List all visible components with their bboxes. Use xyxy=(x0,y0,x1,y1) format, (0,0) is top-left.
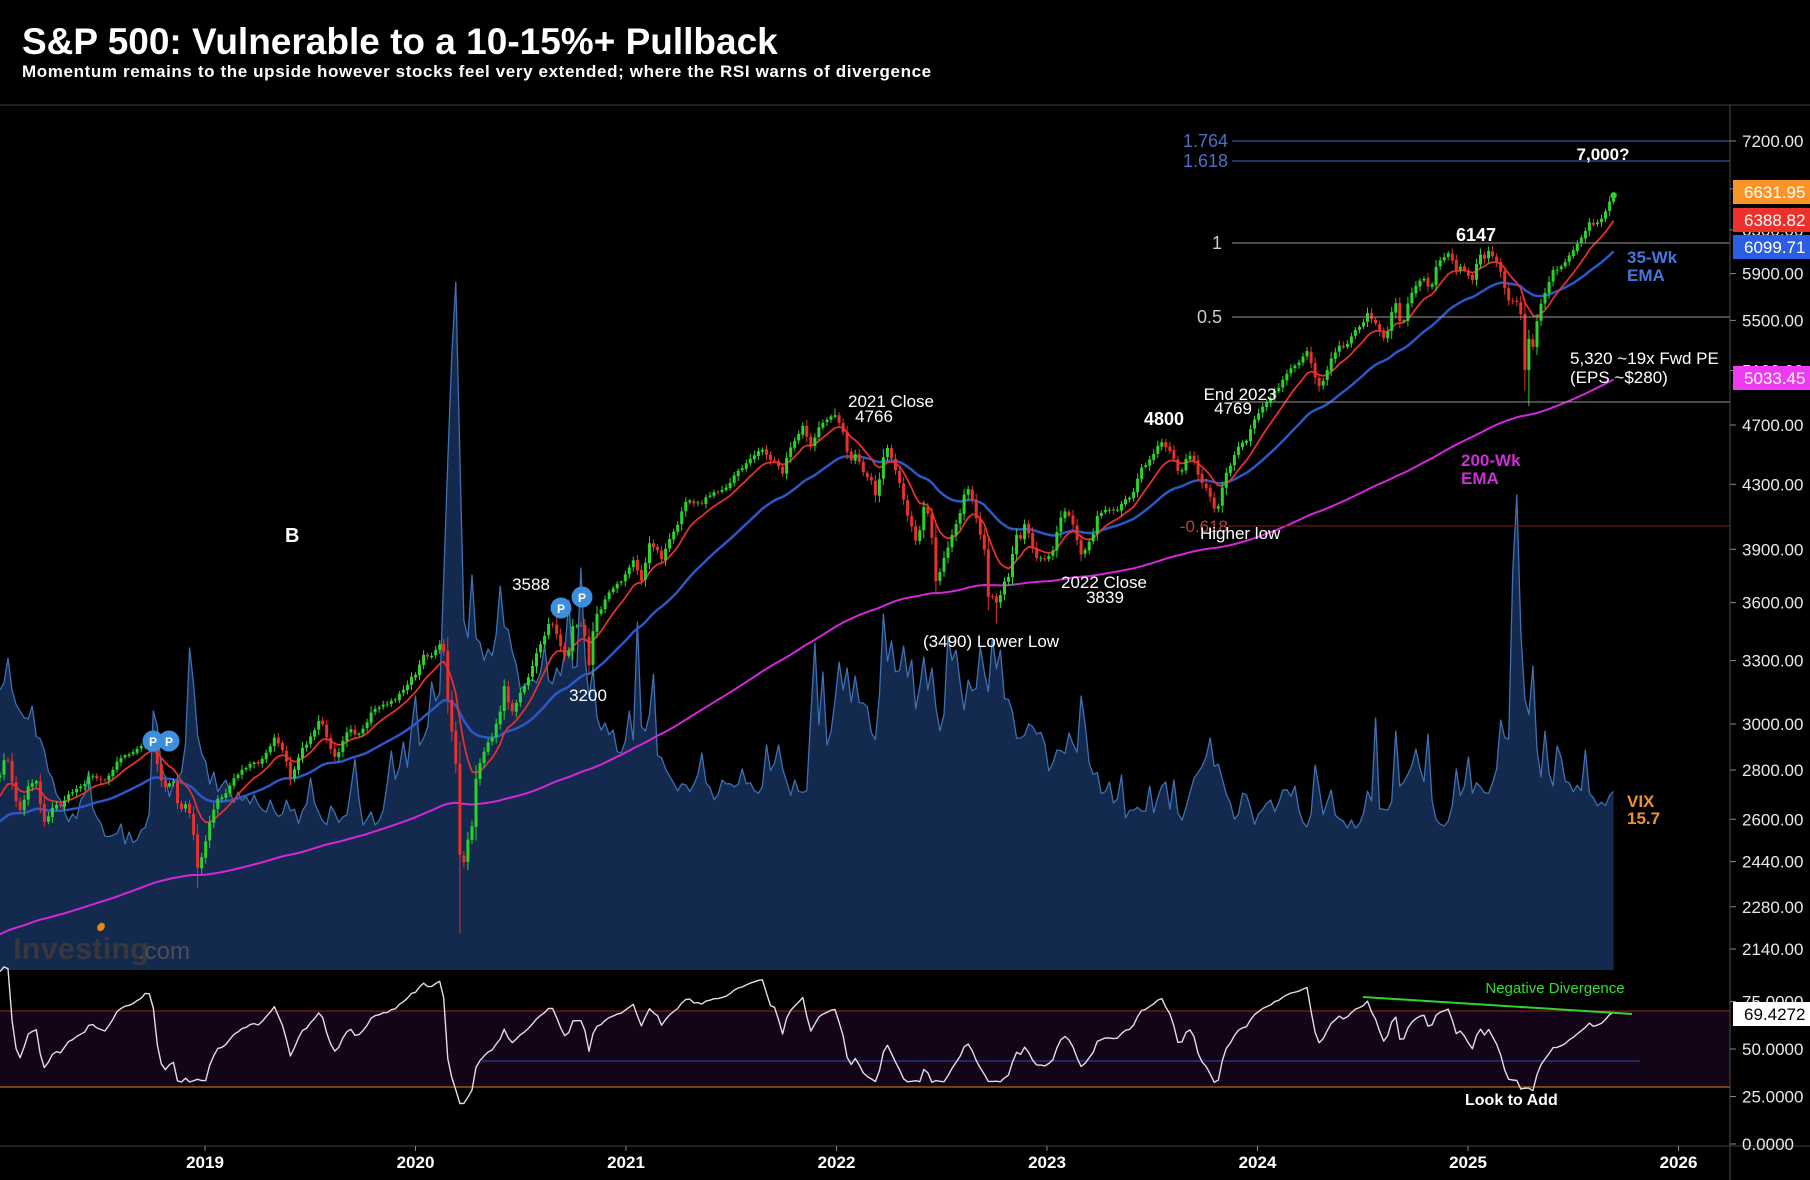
svg-text:0.5: 0.5 xyxy=(1197,307,1222,327)
svg-text:2021: 2021 xyxy=(607,1153,645,1172)
svg-text:2023: 2023 xyxy=(1028,1153,1066,1172)
svg-text:4700.00: 4700.00 xyxy=(1742,416,1803,435)
svg-text:(3490) Lower Low: (3490) Lower Low xyxy=(923,632,1060,651)
svg-text:2024: 2024 xyxy=(1239,1153,1277,1172)
svg-text:4800: 4800 xyxy=(1144,409,1184,429)
svg-text:50.0000: 50.0000 xyxy=(1742,1040,1803,1059)
svg-text:2021 Close: 2021 Close xyxy=(848,392,934,411)
svg-text:3839: 3839 xyxy=(1086,588,1124,607)
svg-text:3300.00: 3300.00 xyxy=(1742,652,1803,671)
svg-text:P: P xyxy=(149,735,157,749)
svg-text:S&P 500: Vulnerable to a 10-15: S&P 500: Vulnerable to a 10-15%+ Pullbac… xyxy=(22,21,778,62)
svg-text:2800.00: 2800.00 xyxy=(1742,761,1803,780)
svg-text:1: 1 xyxy=(1212,233,1222,253)
svg-text:4300.00: 4300.00 xyxy=(1742,475,1803,494)
svg-text:7,000?: 7,000? xyxy=(1577,145,1630,164)
svg-text:69.4272: 69.4272 xyxy=(1744,1005,1805,1024)
svg-text:2440.00: 2440.00 xyxy=(1742,853,1803,872)
svg-text:P: P xyxy=(165,735,173,749)
svg-text:EMA: EMA xyxy=(1627,266,1665,285)
svg-text:2020: 2020 xyxy=(397,1153,435,1172)
svg-text:6631.95: 6631.95 xyxy=(1744,183,1805,202)
svg-text:(EPS ~$280): (EPS ~$280) xyxy=(1570,368,1668,387)
svg-text:2022 Close: 2022 Close xyxy=(1061,573,1147,592)
svg-text:2280.00: 2280.00 xyxy=(1742,898,1803,917)
svg-text:1.618: 1.618 xyxy=(1183,151,1228,171)
svg-text:Negative Divergence: Negative Divergence xyxy=(1485,980,1624,997)
svg-text:Higher low: Higher low xyxy=(1200,524,1281,543)
svg-text:2019: 2019 xyxy=(186,1153,224,1172)
svg-text:5900.00: 5900.00 xyxy=(1742,265,1803,284)
svg-text:Investing: Investing xyxy=(13,931,149,966)
svg-text:B: B xyxy=(285,525,299,547)
svg-text:3900.00: 3900.00 xyxy=(1742,540,1803,559)
svg-text:3200: 3200 xyxy=(569,686,607,705)
svg-text:6147: 6147 xyxy=(1456,225,1496,245)
svg-text:2140.00: 2140.00 xyxy=(1742,940,1803,959)
svg-text:6388.82: 6388.82 xyxy=(1744,211,1805,230)
svg-text:4769: 4769 xyxy=(1214,399,1252,418)
svg-text:25.0000: 25.0000 xyxy=(1742,1088,1803,1107)
svg-text:35-Wk: 35-Wk xyxy=(1627,248,1678,267)
svg-text:5,320 ~19x Fwd PE: 5,320 ~19x Fwd PE xyxy=(1570,349,1719,368)
svg-text:Momentum remains to the upside: Momentum remains to the upside however s… xyxy=(22,62,932,81)
svg-text:P: P xyxy=(578,591,586,605)
svg-text:.com: .com xyxy=(138,938,190,965)
svg-text:5500.00: 5500.00 xyxy=(1742,311,1803,330)
svg-text:1.764: 1.764 xyxy=(1183,131,1228,151)
svg-text:3000.00: 3000.00 xyxy=(1742,715,1803,734)
svg-text:P: P xyxy=(557,602,565,616)
svg-text:VIX: VIX xyxy=(1627,792,1655,811)
svg-text:15.7: 15.7 xyxy=(1627,809,1660,828)
svg-text:0.0000: 0.0000 xyxy=(1742,1135,1794,1154)
svg-text:2025: 2025 xyxy=(1449,1153,1487,1172)
svg-text:200-Wk: 200-Wk xyxy=(1461,451,1521,470)
svg-text:-0.618: -0.618 xyxy=(1180,517,1228,536)
svg-text:5033.45: 5033.45 xyxy=(1744,369,1805,388)
svg-text:2600.00: 2600.00 xyxy=(1742,810,1803,829)
svg-text:EMA: EMA xyxy=(1461,469,1499,488)
svg-text:3588: 3588 xyxy=(512,575,550,594)
svg-text:End 2023: End 2023 xyxy=(1204,385,1277,404)
svg-text:2026: 2026 xyxy=(1660,1153,1698,1172)
svg-text:7200.00: 7200.00 xyxy=(1742,132,1803,151)
svg-text:3600.00: 3600.00 xyxy=(1742,594,1803,613)
svg-text:Look to Add: Look to Add xyxy=(1465,1092,1558,1109)
svg-text:6099.71: 6099.71 xyxy=(1744,238,1805,257)
svg-text:2022: 2022 xyxy=(818,1153,856,1172)
svg-text:4766: 4766 xyxy=(855,407,893,426)
